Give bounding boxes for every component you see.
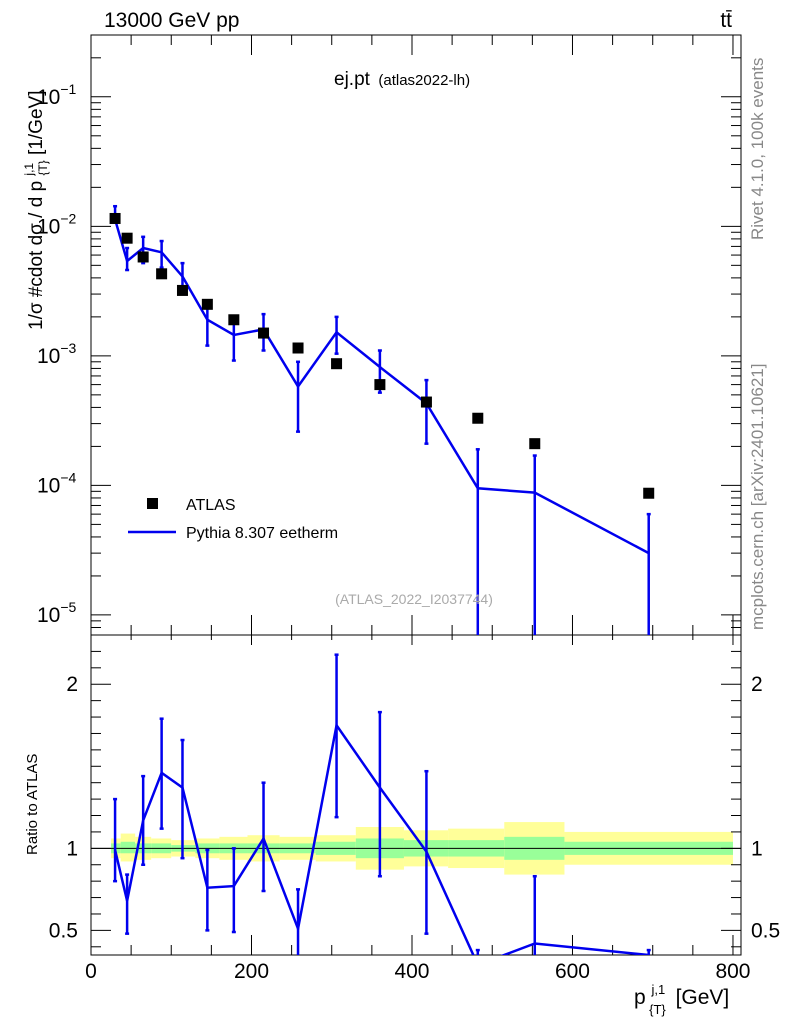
y-tick-label: 10−5 [37, 599, 77, 627]
y-tick-label-base: 10 [37, 215, 60, 238]
mcplots-label: mcplots.cern.ch [arXiv:2401.10621] [748, 364, 767, 630]
y-tick-label-exp: −4 [60, 469, 76, 485]
atlas-data-point [374, 379, 386, 391]
x-axis-label: p j,1 {T} [GeV] [634, 976, 729, 1019]
x-tick-label: 400 [394, 960, 429, 983]
atlas-data-point [331, 358, 343, 370]
ratio-tick-label-left: 1 [66, 837, 78, 860]
y-axis-label-sup: j,1 [22, 163, 36, 177]
y-tick-label-exp: −5 [60, 599, 76, 615]
y-axis-label-unit: [1/GeV] [26, 91, 47, 155]
mc-series-ratio [113, 653, 651, 955]
atlas-data-point [109, 212, 121, 224]
ratio-tick-label-right: 2 [751, 673, 763, 696]
atlas-data-point [420, 396, 432, 408]
x-axis-label-sub: {T} [649, 1002, 666, 1017]
x-axis-label-main: p [634, 986, 646, 1009]
atlas-data-point [472, 412, 484, 424]
x-axis: 0 200 400 600 800 [85, 35, 750, 983]
main-plot-frame [90, 34, 742, 636]
y-tick-label-exp: −1 [60, 81, 76, 97]
y-tick-label-base: 10 [37, 474, 60, 497]
ratio-y-axis-label: Ratio to ATLAS [24, 754, 41, 855]
x-tick-label: 200 [234, 960, 269, 983]
y-axis-label-sub: {T} [36, 160, 50, 175]
analysis-watermark: (ATLAS_2022_I2037744) [335, 591, 493, 607]
legend-label-pythia: Pythia 8.307 eetherm [186, 525, 338, 542]
main-axes: 10−110−210−310−410−5 [37, 57, 741, 636]
y-tick-label: 10−2 [37, 210, 77, 238]
x-tick-label: 800 [715, 960, 750, 983]
atlas-data-point [258, 327, 270, 339]
atlas-data-point [201, 298, 213, 310]
ratio-plot-frame [90, 634, 742, 956]
ratio-tick-label-right: 0.5 [751, 919, 780, 942]
y-tick-label: 10−3 [37, 340, 77, 368]
ratio-axes: 0.5 0.5 1 1 2 2 [49, 650, 780, 948]
atlas-data-point [176, 284, 188, 296]
atlas-data-point [156, 268, 168, 280]
atlas-data-point [137, 251, 149, 263]
legend-marker-atlas [147, 498, 158, 509]
legend-label-atlas: ATLAS [186, 497, 236, 514]
header-process-label: tt̄ [720, 9, 732, 32]
header-energy-label: 13000 GeV pp [104, 9, 239, 32]
ratio-tick-label-left: 2 [66, 673, 78, 696]
ratio-band-inner [120, 841, 136, 854]
atlas-data-point [292, 342, 304, 354]
chart-subtitle: (atlas2022-lh) [378, 72, 470, 89]
chart-title: ej.pt [334, 69, 371, 90]
y-tick-label-exp: −2 [60, 210, 76, 226]
atlas-data-point [228, 314, 240, 326]
y-tick-label-base: 10 [37, 345, 60, 368]
x-tick-label: 600 [555, 960, 590, 983]
y-tick-label-exp: −3 [60, 340, 76, 356]
y-tick-label-base: 10 [37, 604, 60, 627]
y-axis-label-prefix: 1/σ #cdot dσ / d p [26, 181, 47, 330]
ratio-tick-label-right: 1 [751, 837, 763, 860]
atlas-data-point [643, 487, 655, 499]
ratio-tick-label-left: 0.5 [49, 919, 78, 942]
mc-series-main [113, 204, 651, 635]
ratio-uncertainty-bands [91, 822, 741, 875]
y-tick-label: 10−4 [37, 469, 77, 497]
x-axis-label-unit: [GeV] [676, 986, 730, 1009]
y-axis-label: 1/σ #cdot dσ / d p j,1 {T} [1/GeV] [17, 91, 52, 330]
data-series-main [109, 212, 655, 499]
atlas-data-point [529, 438, 541, 450]
chart-title-group: ej.pt (atlas2022-lh) [334, 69, 470, 90]
rivet-version-label: Rivet 4.1.0, 100k events [748, 58, 767, 240]
y-tick-label-base: 10 [37, 86, 60, 109]
x-axis-label-sup: j,1 [651, 982, 666, 997]
x-tick-label: 0 [85, 960, 97, 983]
atlas-data-point [121, 232, 133, 244]
y-tick-label: 10−1 [37, 81, 77, 109]
